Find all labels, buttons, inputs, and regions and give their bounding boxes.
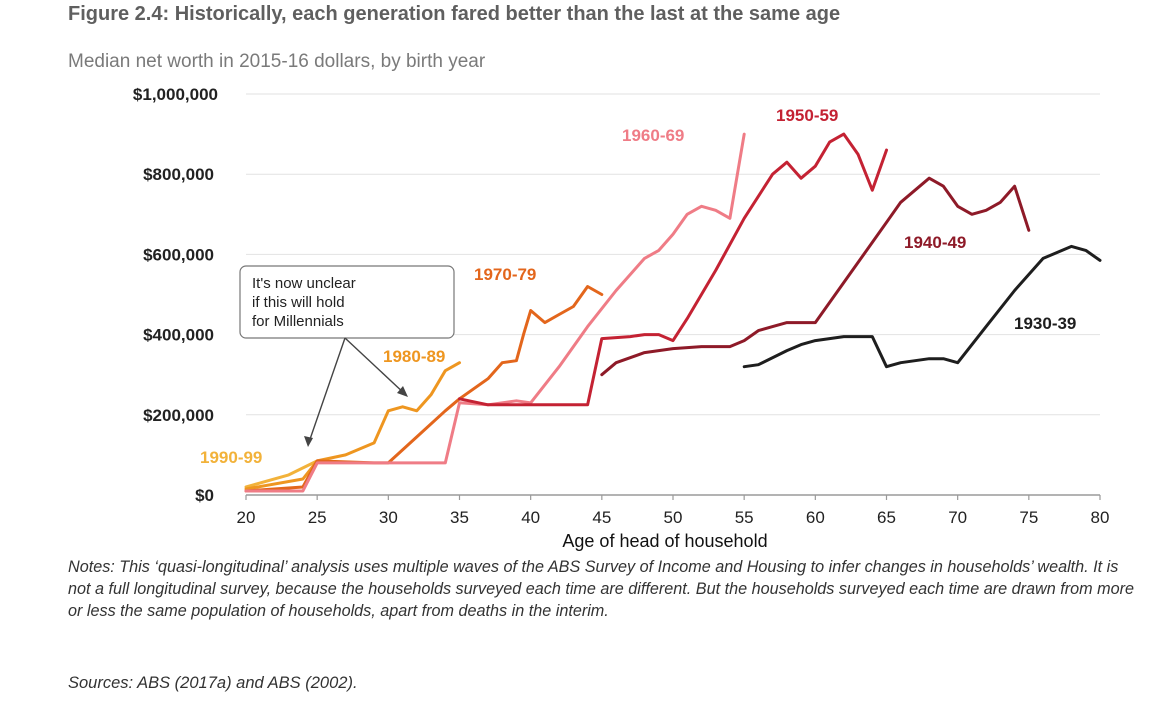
callout-arrow-1980s (344, 337, 407, 396)
chart-notes: Notes: This ‘quasi-longitudinal’ analysi… (68, 558, 1134, 620)
series-label-1980-89: 1980-89 (383, 347, 445, 366)
series-label-1940-49: 1940-49 (904, 233, 966, 252)
chart-title: Figure 2.4: Historically, each generatio… (68, 3, 841, 25)
callout-arrowhead-1980s (397, 386, 408, 397)
x-tick-label: 50 (664, 508, 683, 527)
series-line-1930-39 (742, 244, 1102, 369)
series-line-1990-99 (244, 459, 319, 489)
y-tick-label: $800,000 (143, 165, 214, 184)
x-tick-label: 45 (592, 508, 611, 527)
series-label-1990-99: 1990-99 (200, 448, 262, 467)
x-tick-label: 55 (735, 508, 754, 527)
y-tick-label: $400,000 (143, 326, 214, 345)
x-tick-label: 25 (308, 508, 327, 527)
y-tick-label: $0 (195, 486, 214, 505)
callout-arrow-1990s (307, 337, 346, 446)
series-line-1960-69 (244, 132, 746, 493)
y-tick-label: $200,000 (143, 406, 214, 425)
x-tick-label: 70 (948, 508, 967, 527)
series-label-1930-39: 1930-39 (1014, 314, 1076, 333)
callout-arrowhead-1990s (304, 436, 313, 447)
x-tick-label: 30 (379, 508, 398, 527)
chart-subtitle: Median net worth in 2015-16 dollars, by … (68, 51, 486, 72)
series-labels: 1990-99 1980-89 1970-79 1960-69 1950-59 1940-… (200, 106, 1076, 467)
axes: $0 $200,000 $400,000 $600,000 $800,000 $1,000… (133, 85, 1110, 551)
series-label-1960-69: 1960-69 (622, 126, 684, 145)
x-axis-title: Age of head of household (562, 531, 767, 551)
x-tick-label: 75 (1019, 508, 1038, 527)
millennials-callout: It's now unclear if this will hold for M… (239, 265, 455, 447)
y-tick-label: $600,000 (143, 245, 214, 264)
x-tick-label: 80 (1091, 508, 1110, 527)
series-label-1970-79: 1970-79 (474, 265, 536, 284)
y-tick-label: $1,000,000 (133, 85, 218, 104)
x-tick-label: 20 (237, 508, 256, 527)
callout-box (239, 265, 455, 339)
x-tick-label: 60 (806, 508, 825, 527)
callout-line-3: for Millennials (252, 313, 344, 330)
callout-line-1: It's now unclear (252, 275, 356, 292)
x-tick-label: 65 (877, 508, 896, 527)
chart-sources: Sources: ABS (2017a) and ABS (2002). (68, 674, 358, 692)
x-tick-label: 35 (450, 508, 469, 527)
x-tick-label: 40 (521, 508, 540, 527)
callout-line-2: if this will hold (252, 294, 345, 311)
series-label-1950-59: 1950-59 (776, 106, 838, 125)
series-line-1940-49 (600, 176, 1031, 377)
series-lines (244, 132, 1102, 493)
series-line-1950-59 (458, 132, 888, 407)
